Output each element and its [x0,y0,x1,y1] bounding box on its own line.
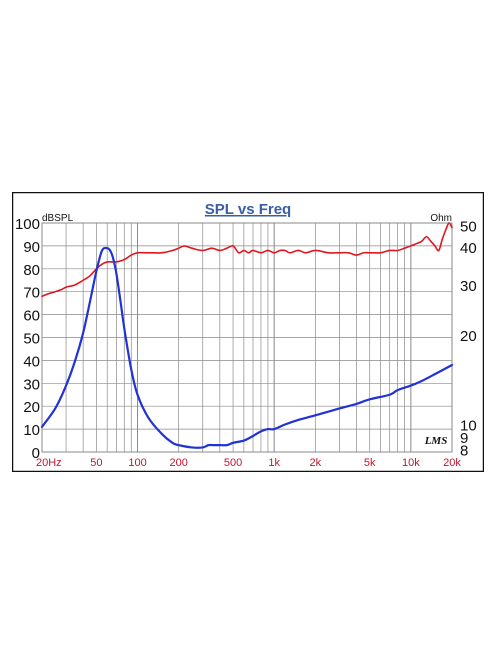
y-left-unit-label: dBSPL [42,213,74,224]
spl-vs-freq-chart: 0 10 20 30 40 50 60 70 80 90 100 50 40 30 20 10 9 8 20Hz 50… [12,192,484,472]
x-tick-label: 200 [169,457,187,469]
spl-series-line [41,222,453,298]
y-right-tick-label: 8 [460,443,468,460]
lms-logo: LMS [424,435,448,447]
impedance-series-line [40,246,454,449]
x-tick-label: 50 [90,457,102,469]
y-left-tick-label: 10 [23,422,40,439]
y-right-tick-label: 30 [460,278,477,295]
y-left-tick-label: 50 [23,331,40,348]
y-right-tick-label: 10 [460,418,477,435]
y-left-tick-label: 20 [23,399,40,416]
y-left-tick-label: 80 [23,262,40,279]
x-tick-label: 5k [364,457,376,469]
x-tick-label: 500 [224,457,242,469]
y-right-tick-label: 50 [460,218,477,235]
x-tick-label: 20Hz [36,457,62,469]
x-tick-label: 2k [310,457,322,469]
x-tick-label: 1k [268,457,280,469]
y-right-tick-label: 9 [460,430,468,447]
y-left-tick-label: 60 [23,308,40,325]
y-left-tick-label: 30 [23,376,40,393]
y-left-tick-label: 40 [23,353,40,370]
chart-title: SPL vs Freq [205,201,291,218]
y-left-tick-label: 90 [23,239,40,256]
y-right-unit-label: Ohm [430,213,452,224]
y-left-tick-label: 0 [32,445,40,462]
x-tick-label: 100 [128,457,146,469]
x-tick-label: 10k [402,457,420,469]
x-tick-label: 20k [443,457,461,469]
y-right-tick-label: 20 [460,328,477,345]
y-left-tick-label: 100 [15,216,40,233]
y-right-tick-label: 40 [460,240,477,257]
y-left-tick-label: 70 [23,285,40,302]
